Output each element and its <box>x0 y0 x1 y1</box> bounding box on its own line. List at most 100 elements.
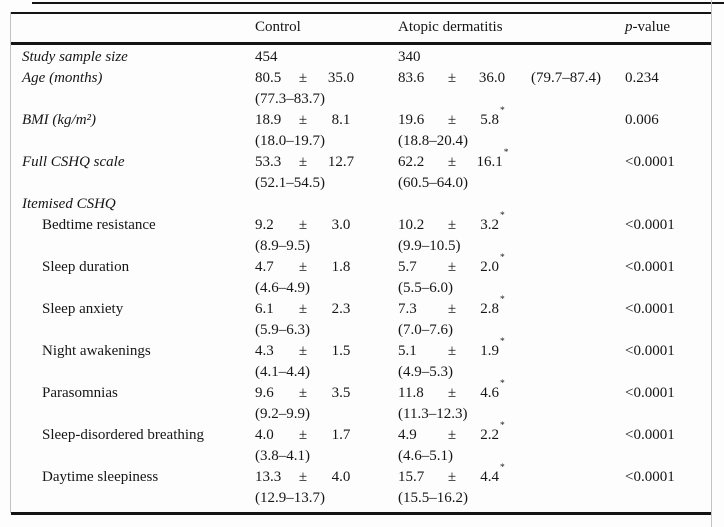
plus-minus: ± <box>447 70 457 86</box>
control-mean-sd: 13.3 ±4.0 <box>255 467 585 488</box>
mean: 13.3 <box>255 469 282 485</box>
p-value-cell: 0.234 <box>625 70 659 86</box>
plus-minus: ± <box>298 385 308 401</box>
significance-asterisk: * <box>500 379 505 389</box>
table-section-row: Itemised CSHQ <box>0 194 724 215</box>
significance-asterisk: * <box>503 148 509 158</box>
column-header-pvalue: p-value <box>625 17 670 38</box>
significance-asterisk: * <box>500 337 505 347</box>
sd-value: 35.0 <box>327 70 355 86</box>
table-rule-top <box>11 12 711 14</box>
atopic-cell: 10.2 ±3.2* (9.9–10.5) <box>398 211 724 257</box>
sd-value: 4.4 <box>480 469 499 485</box>
table-row: Night awakenings 4.3 ±1.5 (4.1–4.4) 5.1 ±1… <box>0 337 724 383</box>
p-value-cell: 0.006 <box>625 112 659 128</box>
row-label: Parasomnias <box>42 385 118 401</box>
control-cell: 4.0 ±1.7 (3.8–4.1) <box>255 425 585 467</box>
sd-value: 12.7 <box>327 154 355 170</box>
control-cell: 80.5 ±35.0 (77.3–83.7) <box>255 68 585 110</box>
atopic-cell: 5.7 ±2.0* (5.5–6.0) <box>398 253 724 299</box>
plus-minus: ± <box>447 112 457 128</box>
mean: 18.9 <box>255 112 282 128</box>
table-row: Sleep-disordered breathing 4.0 ±1.7 (3.8–… <box>0 421 724 467</box>
sd: 12.7 <box>319 152 363 173</box>
mean: 9.6 <box>255 385 274 401</box>
sd-value: 3.0 <box>331 217 351 233</box>
plus-minus: ± <box>298 301 308 317</box>
atopic-cell: 83.6 ±36.0 (79.7–87.4) <box>398 68 724 89</box>
control-ci: (3.8–4.1) <box>255 448 310 464</box>
mean: 5.7 <box>398 259 417 275</box>
table-rule-bottom <box>11 512 711 515</box>
atopic-mean-sd: 15.7 ±4.4* <box>398 463 724 488</box>
sd-value: 36.0 <box>478 70 506 86</box>
row-label: Sleep anxiety <box>42 301 124 317</box>
atopic-ci: (5.5–6.0) <box>398 280 453 296</box>
sd-value: 2.0 <box>480 259 499 275</box>
mean: 11.8 <box>398 385 424 401</box>
atopic-ci-inline: (79.7–87.4) <box>531 70 601 86</box>
plus-minus: ± <box>298 217 308 233</box>
atopic-cell: 5.1 ±1.9* (4.9–5.3) <box>398 337 724 383</box>
control-ci: (5.9–6.3) <box>255 322 310 338</box>
table-body: Study sample size 454 340 Age (months) 8… <box>0 47 724 509</box>
sd: 1.9* <box>470 337 514 362</box>
control-mean-sd: 9.6 ±3.5 <box>255 383 585 404</box>
mean: 6.1 <box>255 301 274 317</box>
column-header-atopic: Atopic dermatitis <box>398 19 503 35</box>
mean: 53.3 <box>255 154 282 170</box>
scan-edge-right <box>711 0 712 527</box>
sd: 4.6* <box>470 379 514 404</box>
atopic-value: 340 <box>398 49 421 65</box>
p-value-cell: <0.0001 <box>625 301 675 317</box>
control-mean-sd: 4.7 ±1.8 <box>255 257 585 278</box>
plus-minus: ± <box>447 469 457 485</box>
sd-value: 1.5 <box>331 343 351 359</box>
atopic-mean-sd: 83.6 ±36.0 (79.7–87.4) <box>398 68 724 89</box>
control-mean-sd: 4.0 ±1.7 <box>255 425 585 446</box>
sd-value: 4.6 <box>480 385 499 401</box>
control-ci: (9.2–9.9) <box>255 406 310 422</box>
plus-minus: ± <box>447 427 457 443</box>
sd-value: 8.1 <box>331 112 351 128</box>
column-header-control: Control <box>255 19 301 35</box>
sd-value: 2.8 <box>480 301 499 317</box>
p-value-cell: <0.0001 <box>625 469 675 485</box>
mean: 80.5 <box>255 70 282 86</box>
atopic-ci: (4.9–5.3) <box>398 364 453 380</box>
p-value-cell: <0.0001 <box>625 154 675 170</box>
table-row: Parasomnias 9.6 ±3.5 (9.2–9.9) 11.8 ±4.6* … <box>0 379 724 425</box>
table-rule-header <box>11 42 711 45</box>
control-ci: (77.3–83.7) <box>255 91 325 107</box>
control-cell: 18.9 ±8.1 (18.0–19.7) <box>255 110 585 152</box>
atopic-ci: (4.6–5.1) <box>398 448 453 464</box>
control-ci: (4.1–4.4) <box>255 364 310 380</box>
control-cell: 6.1 ±2.3 (5.9–6.3) <box>255 299 585 341</box>
plus-minus: ± <box>447 343 457 359</box>
sd-value: 1.9 <box>480 343 499 359</box>
sd: 1.8 <box>319 257 363 278</box>
plus-minus: ± <box>298 259 308 275</box>
table-row: Age (months) 80.5 ±35.0 (77.3–83.7) 83.6 ±… <box>0 68 724 110</box>
sd: 2.0* <box>470 253 514 278</box>
atopic-mean-sd: 19.6 ±5.8* <box>398 106 724 131</box>
atopic-ci: (15.5–16.2) <box>398 490 468 506</box>
atopic-cell: 11.8 ±4.6* (11.3–12.3) <box>398 379 724 425</box>
table-row: Bedtime resistance 9.2 ±3.0 (8.9–9.5) 10.… <box>0 211 724 257</box>
atopic-mean-sd: 11.8 ±4.6* <box>398 379 724 404</box>
sd: 8.1 <box>319 110 363 131</box>
control-mean-sd: 53.3 ±12.7 <box>255 152 585 173</box>
scan-edge-top <box>32 2 724 4</box>
significance-asterisk: * <box>500 295 505 305</box>
row-label: Age (months) <box>22 70 103 86</box>
mean: 5.1 <box>398 343 417 359</box>
sd: 5.8* <box>470 106 514 131</box>
control-value: 454 <box>255 49 278 65</box>
atopic-cell: 4.9 ±2.2* (4.6–5.1) <box>398 421 724 467</box>
atopic-mean-sd: 5.7 ±2.0* <box>398 253 724 278</box>
row-label: BMI (kg/m²) <box>22 112 97 128</box>
row-label: Night awakenings <box>42 343 151 359</box>
plus-minus: ± <box>447 154 457 170</box>
control-cell: 4.3 ±1.5 (4.1–4.4) <box>255 341 585 383</box>
mean: 4.0 <box>255 427 274 443</box>
